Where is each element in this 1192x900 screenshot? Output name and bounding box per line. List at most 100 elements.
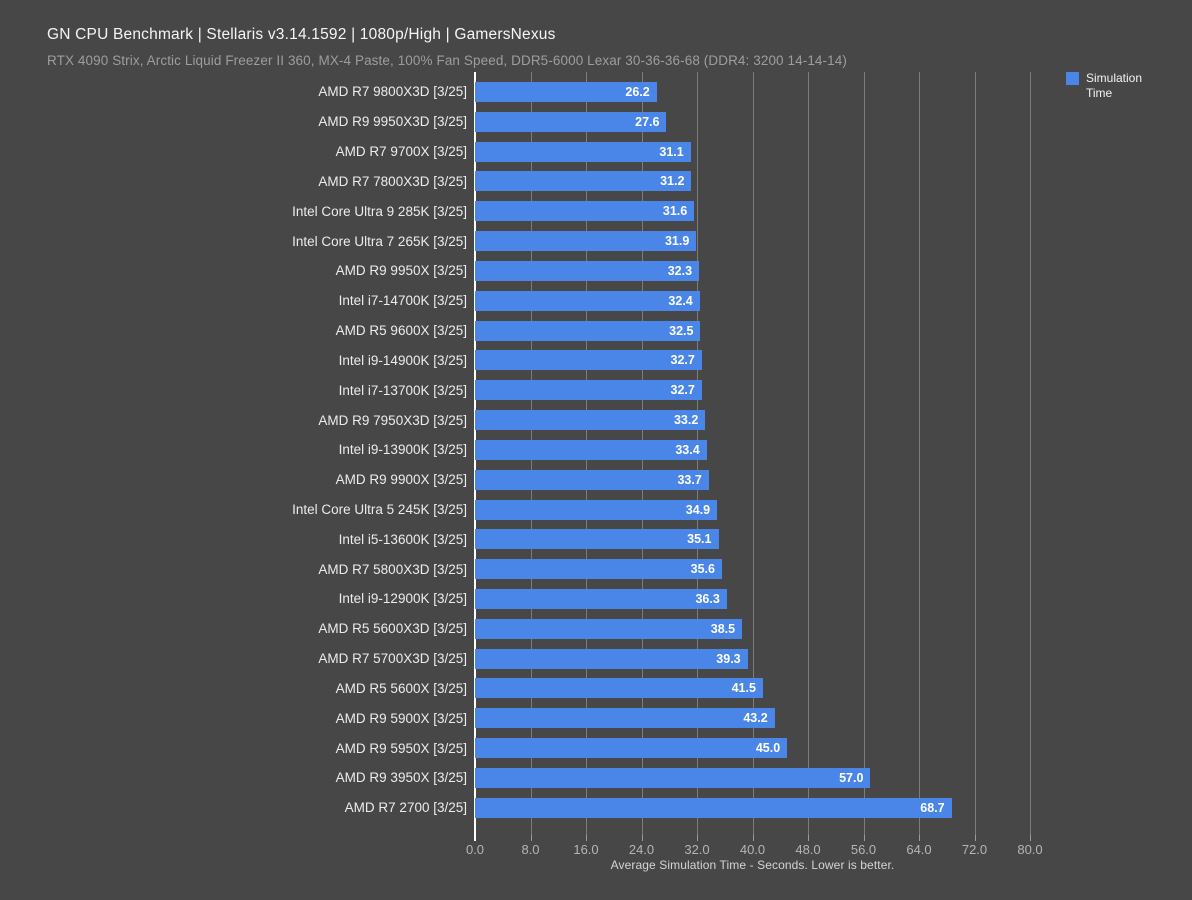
- category-label: Intel i9-13900K [3/25]: [338, 442, 467, 458]
- bar-row: Intel i7-13700K [3/25] 32.7: [0, 375, 1030, 405]
- bar: 45.0: [475, 738, 788, 759]
- bar-value-label: 32.7: [670, 383, 695, 398]
- bar: 39.3: [475, 648, 748, 669]
- bar: 33.7: [475, 469, 709, 490]
- bar-track: 31.6: [475, 201, 1030, 222]
- bar-track: 34.9: [475, 499, 1030, 520]
- category-label: Intel Core Ultra 5 245K [3/25]: [292, 502, 467, 517]
- category-label: Intel i9-12900K [3/25]: [338, 591, 467, 607]
- bar-value-label: 27.6: [635, 114, 660, 129]
- category-label: AMD R7 5700X3D [3/25]: [318, 651, 467, 667]
- category-label: Intel Core Ultra 9 285K [3/25]: [292, 203, 467, 219]
- bar-value-label: 45.0: [755, 741, 781, 756]
- bar-track: 41.5: [475, 678, 1030, 699]
- gridline: [863, 72, 865, 835]
- bar-row: AMD R7 7800X3D [3/25] 31.2: [0, 166, 1030, 196]
- bar: 34.9: [475, 499, 718, 520]
- bar-track: 43.2: [475, 708, 1030, 729]
- bar-track: 35.1: [475, 529, 1030, 550]
- bar-value-label: 31.2: [660, 174, 685, 189]
- bar-row: AMD R5 9600X [3/25] 32.5: [0, 316, 1030, 346]
- bar-track: 39.3: [475, 648, 1030, 669]
- bar-value-label: 34.9: [685, 502, 711, 517]
- plot-area: AMD R7 9800X3D [3/25] 26.2 AMD R9 9950X3D …: [0, 72, 1192, 841]
- bar: 32.3: [475, 260, 700, 281]
- category-label: AMD R7 7800X3D [3/25]: [318, 173, 467, 189]
- bar-track: 35.6: [475, 559, 1030, 580]
- category-label: Intel i5-13600K [3/25]: [338, 531, 467, 547]
- bar-value-label: 31.9: [664, 234, 690, 249]
- bar-track: 26.2: [475, 81, 1030, 102]
- x-tick-label: 16.0: [573, 842, 599, 857]
- bar: 36.3: [475, 588, 727, 609]
- x-tick-label: 8.0: [521, 842, 540, 857]
- category-label: Intel Core Ultra 7 265K [3/25]: [292, 233, 467, 249]
- bar: 32.5: [475, 320, 701, 341]
- bar-row: AMD R7 5800X3D [3/25] 35.6: [0, 554, 1030, 584]
- bar-value-label: 57.0: [839, 770, 864, 785]
- x-tick: [530, 835, 532, 841]
- bar-value-label: 33.7: [677, 472, 702, 487]
- bar-value-label: 32.3: [667, 263, 693, 278]
- bar-track: 32.5: [475, 320, 1030, 341]
- category-label: AMD R9 3950X [3/25]: [335, 770, 467, 786]
- bar-row: Intel i9-14900K [3/25] 32.7: [0, 345, 1030, 375]
- category-label: AMD R7 5800X3D [3/25]: [318, 561, 467, 577]
- gridline: [919, 72, 920, 835]
- bar-row: Intel i5-13600K [3/25] 35.1: [0, 524, 1030, 554]
- category-label: AMD R9 5900X [3/25]: [335, 710, 467, 726]
- bar-row: AMD R7 5700X3D [3/25] 39.3: [0, 644, 1030, 674]
- gridline: [974, 72, 976, 835]
- category-label: AMD R7 2700 [3/25]: [344, 800, 467, 816]
- bar-row: AMD R9 5950X [3/25] 45.0: [0, 733, 1030, 763]
- bar-row: AMD R9 9950X3D [3/25] 27.6: [0, 107, 1030, 137]
- bar-value-label: 32.7: [670, 353, 695, 368]
- bar-row: AMD R9 7950X3D [3/25] 33.2: [0, 405, 1030, 435]
- x-axis: 0.0 8.0 16.0 24.0 32.0 40.0 48.0 56.0 64.0 72.0 80…: [466, 835, 1043, 865]
- bar-value-label: 31.6: [662, 204, 688, 219]
- bar-track: 32.4: [475, 290, 1030, 311]
- bar-value-label: 41.5: [731, 681, 756, 696]
- chart-subtitle: RTX 4090 Strix, Arctic Liquid Freezer II…: [47, 53, 847, 68]
- x-tick: [974, 835, 976, 841]
- x-tick-label: 24.0: [628, 842, 655, 857]
- x-tick: [752, 835, 754, 841]
- x-tick: [919, 835, 920, 841]
- bar-row: AMD R9 3950X [3/25] 57.0: [0, 763, 1030, 793]
- x-tick-label: 80.0: [1017, 842, 1043, 857]
- bar-value-label: 26.2: [625, 84, 650, 99]
- bar-row: Intel i9-13900K [3/25] 33.4: [0, 435, 1030, 465]
- chart-title: GN CPU Benchmark | Stellaris v3.14.1592 …: [47, 26, 556, 43]
- bar-value-label: 32.5: [669, 323, 694, 338]
- x-tick: [1030, 835, 1031, 841]
- bar-track: 31.1: [475, 141, 1030, 162]
- bar: 35.6: [475, 559, 722, 580]
- bar-row: AMD R7 9700X [3/25] 31.1: [0, 137, 1030, 167]
- bar-value-label: 35.1: [687, 532, 712, 547]
- bar: 33.2: [475, 410, 706, 431]
- bar-track: 27.6: [475, 111, 1030, 132]
- gridline: [1030, 72, 1031, 835]
- bar: 31.6: [475, 201, 695, 222]
- bar-track: 31.9: [475, 231, 1030, 252]
- bar-value-label: 33.4: [675, 442, 700, 457]
- bar-value-label: 35.6: [690, 562, 715, 577]
- bar: 33.4: [475, 439, 707, 460]
- bar-row: AMD R9 5900X [3/25] 43.2: [0, 703, 1030, 733]
- bar: 31.1: [475, 141, 691, 162]
- gridline: [808, 72, 809, 835]
- bar-value-label: 38.5: [710, 621, 736, 636]
- bar-row: AMD R5 5600X3D [3/25] 38.5: [0, 614, 1030, 644]
- bar-track: 32.3: [475, 260, 1030, 281]
- bar: 41.5: [475, 678, 763, 699]
- bar-value-label: 33.2: [673, 413, 699, 428]
- bar-row: AMD R7 2700 [3/25] 68.7: [0, 793, 1030, 823]
- bar: 31.2: [475, 171, 692, 192]
- x-tick-label: 32.0: [684, 842, 710, 857]
- category-label: AMD R9 9950X3D [3/25]: [318, 114, 467, 130]
- category-label: AMD R7 9700X [3/25]: [335, 144, 467, 160]
- category-label: AMD R9 7950X3D [3/25]: [318, 412, 467, 428]
- category-label: AMD R5 5600X [3/25]: [335, 680, 467, 696]
- bar-row: Intel i9-12900K [3/25] 36.3: [0, 584, 1030, 614]
